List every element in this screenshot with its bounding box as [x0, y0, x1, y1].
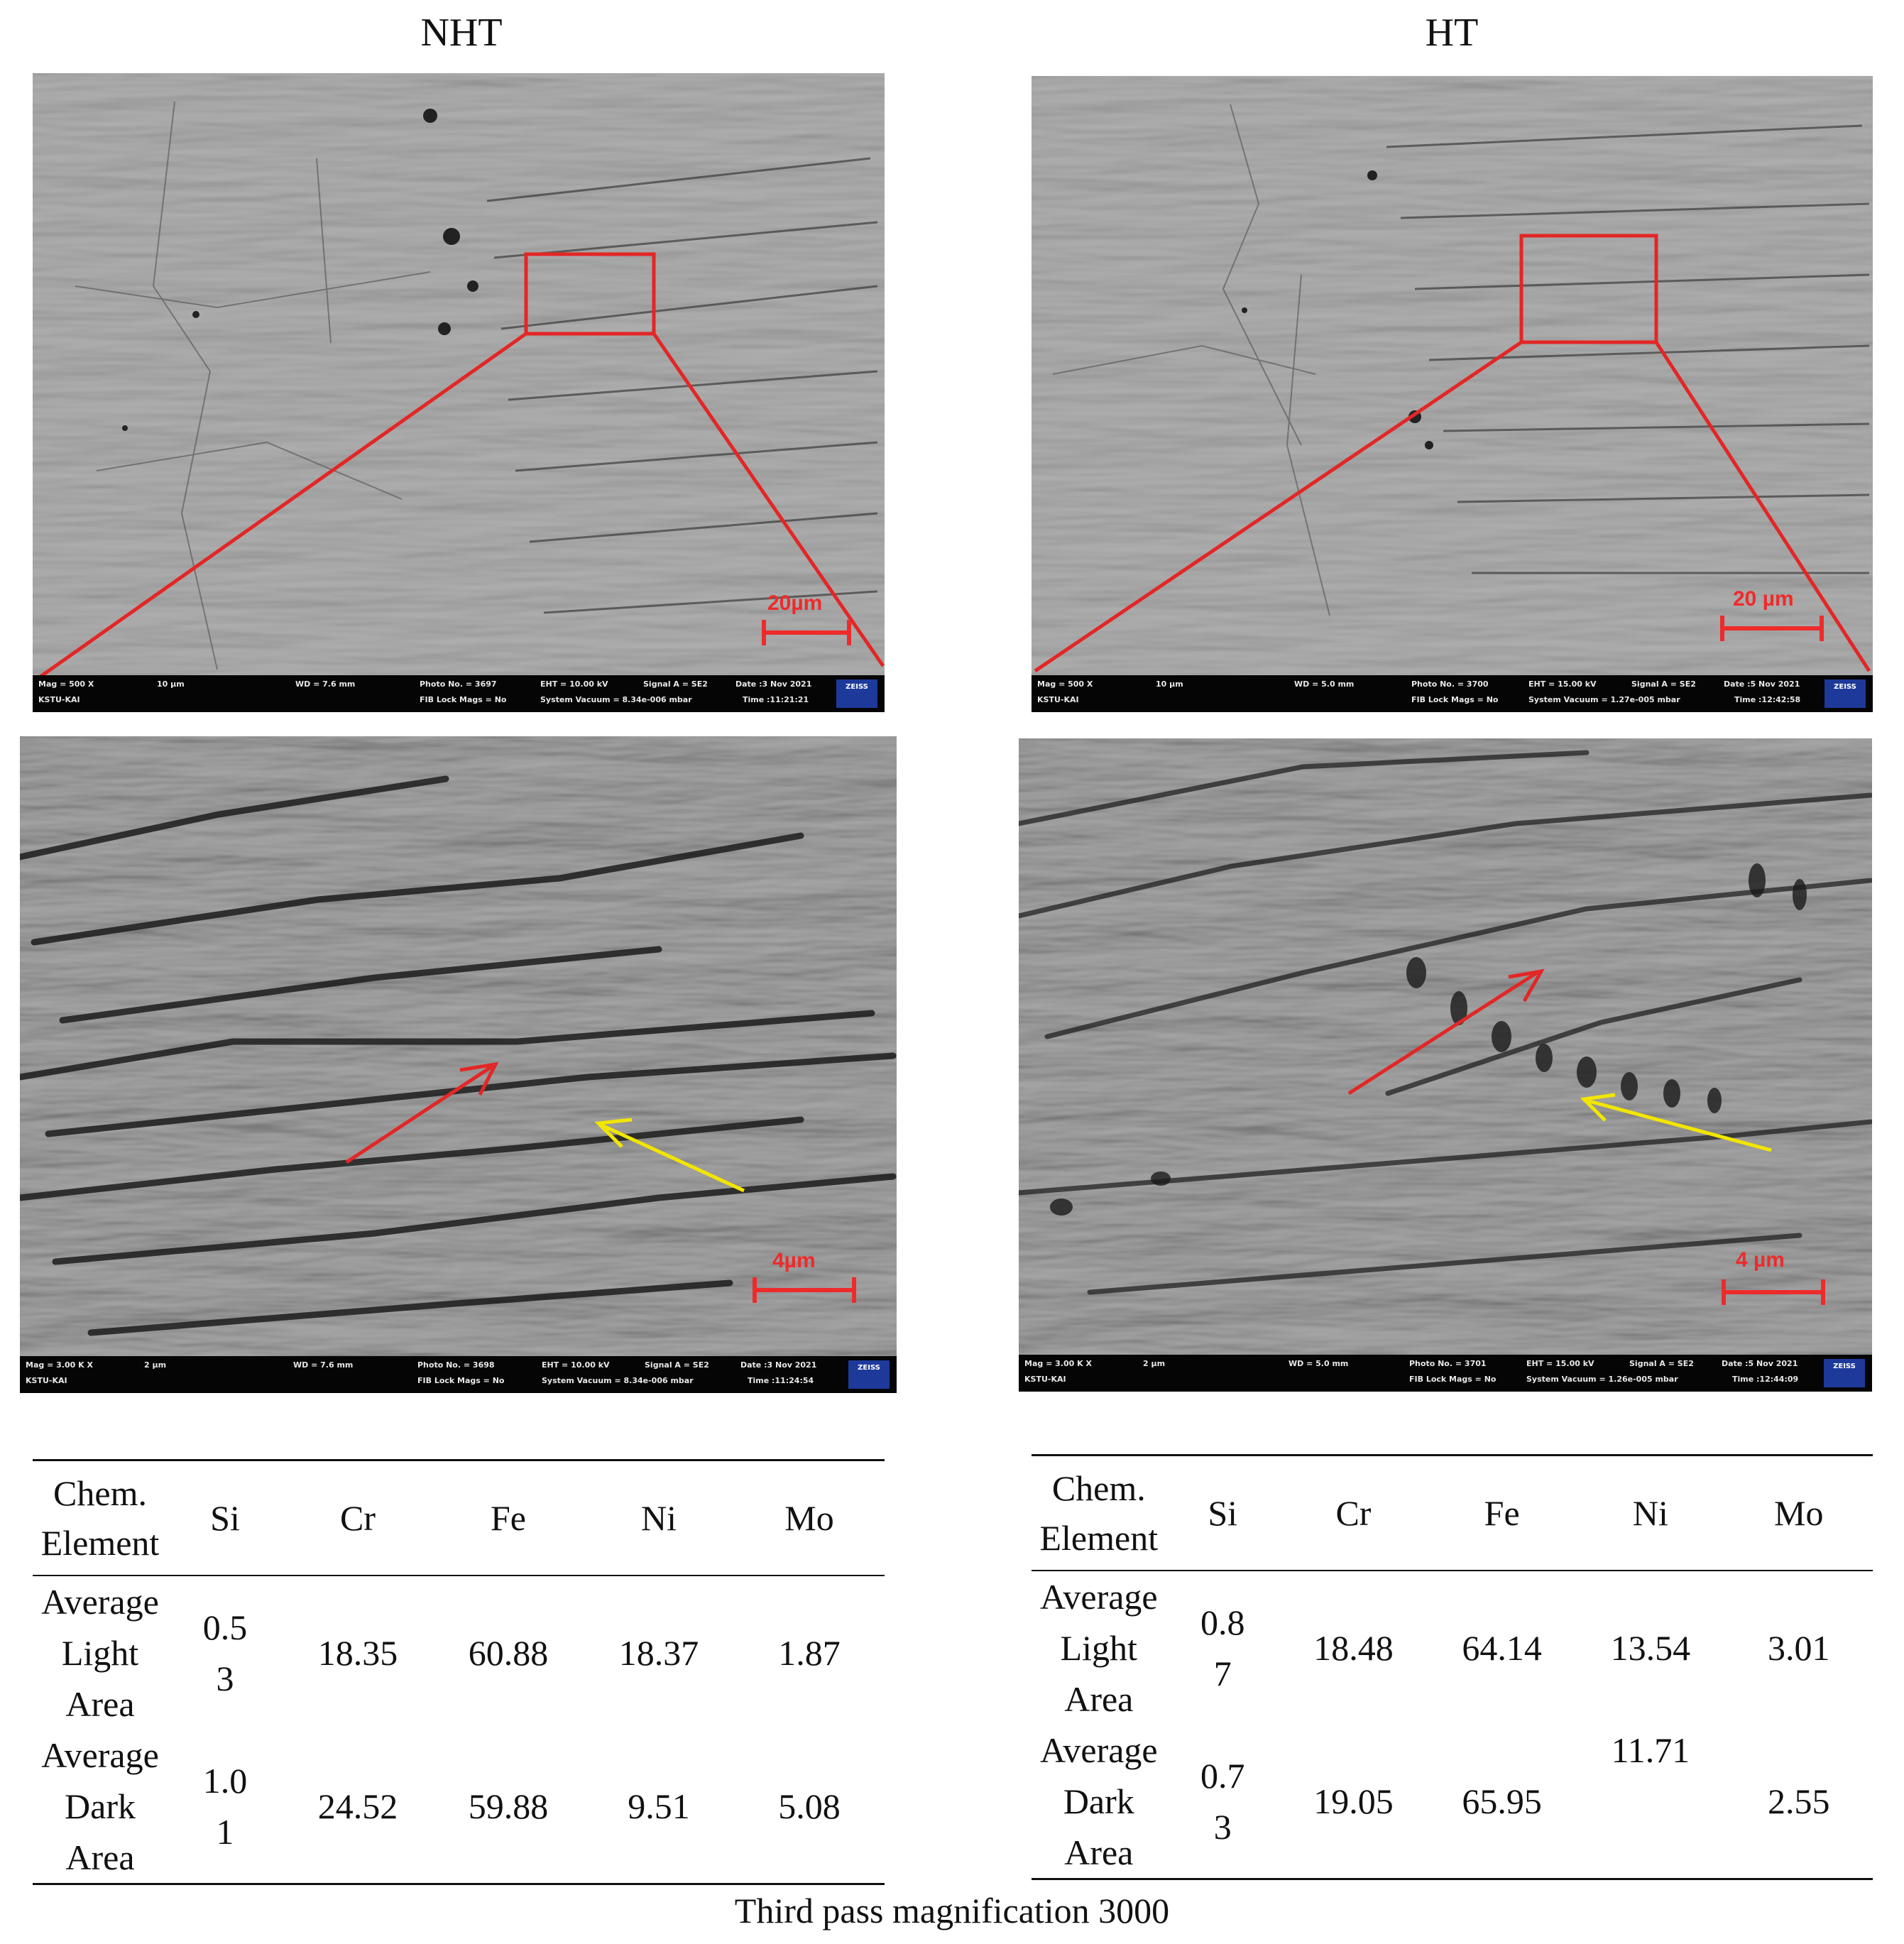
table-cell: 65.95 — [1462, 1781, 1542, 1821]
table-row: Average Dark Area 0.7 3 19.05 65.95 11.7… — [1032, 1725, 1873, 1879]
nht-column-title: NHT — [420, 11, 503, 55]
ht-500x-scale-bar — [1720, 616, 1824, 641]
ht-500x-micrograph: 20 µm Mag = 500 X 10 µm KSTU-KAI WD = 5.… — [1032, 76, 1873, 712]
header-cell: Ni — [584, 1460, 734, 1576]
header-cell: Ni — [1576, 1455, 1725, 1571]
header-cell: Cr — [283, 1460, 433, 1576]
table-cell: 64.14 — [1462, 1628, 1542, 1668]
table-cell: 3.01 — [1768, 1628, 1830, 1668]
header-cell: Si — [1166, 1455, 1279, 1571]
nht-3kx-scale-label: 4µm — [772, 1249, 816, 1272]
nht-500x-sem-databar: Mag = 500 X 10 µm KSTU-KAI WD = 7.6 mm P… — [33, 675, 885, 712]
nht-3kx-scale-bar — [753, 1277, 856, 1303]
table-cell: 9.51 — [628, 1786, 690, 1826]
nht-500x-micrograph: 20µm Mag = 500 X 10 µm KSTU-KAI WD = 7.6… — [33, 73, 885, 712]
table-cell: 24.52 — [317, 1786, 398, 1826]
nht-3kx-micrograph: 4µm Mag = 3.00 K X 2 µm KSTU-KAI WD = 7.… — [20, 736, 897, 1393]
nht-3kx-sem-databar: Mag = 3.00 K X 2 µm KSTU-KAI WD = 7.6 mm… — [20, 1356, 897, 1393]
header-cell: Si — [168, 1460, 283, 1576]
nht-eds-table: Chem. Element Si Cr Fe Ni Mo Average Lig… — [33, 1459, 885, 1885]
table-cell: 19.05 — [1313, 1781, 1394, 1821]
ht-3kx-texture — [1019, 738, 1872, 1392]
header-cell: Cr — [1279, 1455, 1428, 1571]
table-cell: 59.88 — [468, 1786, 549, 1826]
table-cell: 1.87 — [778, 1633, 841, 1673]
header-cell: Mo — [734, 1460, 885, 1576]
table-row: Average Dark Area 1.0 1 24.52 59.88 9.51… — [33, 1730, 885, 1884]
ht-500x-texture — [1032, 76, 1873, 712]
table-cell: 18.35 — [317, 1633, 398, 1673]
ht-500x-scale-label: 20 µm — [1733, 587, 1794, 611]
row-label: Average Dark Area — [41, 1735, 159, 1877]
ht-column-title: HT — [1425, 11, 1479, 55]
nht-500x-scale-label: 20µm — [767, 591, 823, 615]
ht-3kx-micrograph: 4 µm Mag = 3.00 K X 2 µm KSTU-KAI WD = 5… — [1019, 738, 1872, 1392]
row-label: Average Light Area — [41, 1582, 159, 1724]
table-cell: 1.0 1 — [202, 1761, 248, 1852]
table-cell: 0.7 3 — [1200, 1756, 1245, 1847]
table-cell: 60.88 — [468, 1633, 549, 1673]
zeiss-logo: ZEISS — [1824, 1359, 1865, 1387]
zeiss-logo: ZEISS — [1824, 679, 1866, 708]
zeiss-logo: ZEISS — [848, 1360, 890, 1389]
zeiss-logo: ZEISS — [836, 679, 877, 708]
row-label: Average Dark Area — [1039, 1730, 1158, 1872]
header-cell: Chem. Element — [1032, 1455, 1166, 1571]
header-cell: Fe — [1428, 1455, 1577, 1571]
nht-3kx-texture — [20, 736, 897, 1393]
table-cell: 11.71 — [1611, 1730, 1690, 1770]
table-cell: 18.37 — [618, 1633, 699, 1673]
ht-eds-table: Chem. Element Si Cr Fe Ni Mo Average Lig… — [1032, 1454, 1873, 1880]
ht-3kx-scale-bar — [1722, 1279, 1825, 1305]
figure-caption: Third pass magnification 3000 — [734, 1891, 1170, 1931]
table-header-row: Chem. Element Si Cr Fe Ni Mo — [1032, 1455, 1873, 1571]
nht-500x-scale-bar — [762, 620, 851, 645]
table-cell: 0.5 3 — [202, 1607, 248, 1698]
table-cell: 0.8 7 — [1200, 1602, 1245, 1693]
table-cell: 13.54 — [1610, 1628, 1691, 1668]
ht-500x-sem-databar: Mag = 500 X 10 µm KSTU-KAI WD = 5.0 mm P… — [1032, 675, 1873, 712]
table-cell: 18.48 — [1313, 1628, 1394, 1668]
table-row: Average Light Area 0.5 3 18.35 60.88 18.… — [33, 1576, 885, 1730]
table-header-row: Chem. Element Si Cr Fe Ni Mo — [33, 1460, 885, 1576]
table-row: Average Light Area 0.8 7 18.48 64.14 13.… — [1032, 1571, 1873, 1725]
row-label: Average Light Area — [1039, 1577, 1158, 1719]
header-cell: Fe — [433, 1460, 584, 1576]
table-cell: 2.55 — [1768, 1781, 1830, 1821]
header-cell: Mo — [1724, 1455, 1873, 1571]
ht-3kx-scale-label: 4 µm — [1736, 1248, 1785, 1272]
ht-3kx-sem-databar: Mag = 3.00 K X 2 µm KSTU-KAI WD = 5.0 mm… — [1019, 1355, 1872, 1392]
table-cell: 5.08 — [778, 1786, 841, 1826]
header-cell: Chem. Element — [33, 1460, 168, 1576]
nht-500x-texture — [33, 73, 885, 712]
